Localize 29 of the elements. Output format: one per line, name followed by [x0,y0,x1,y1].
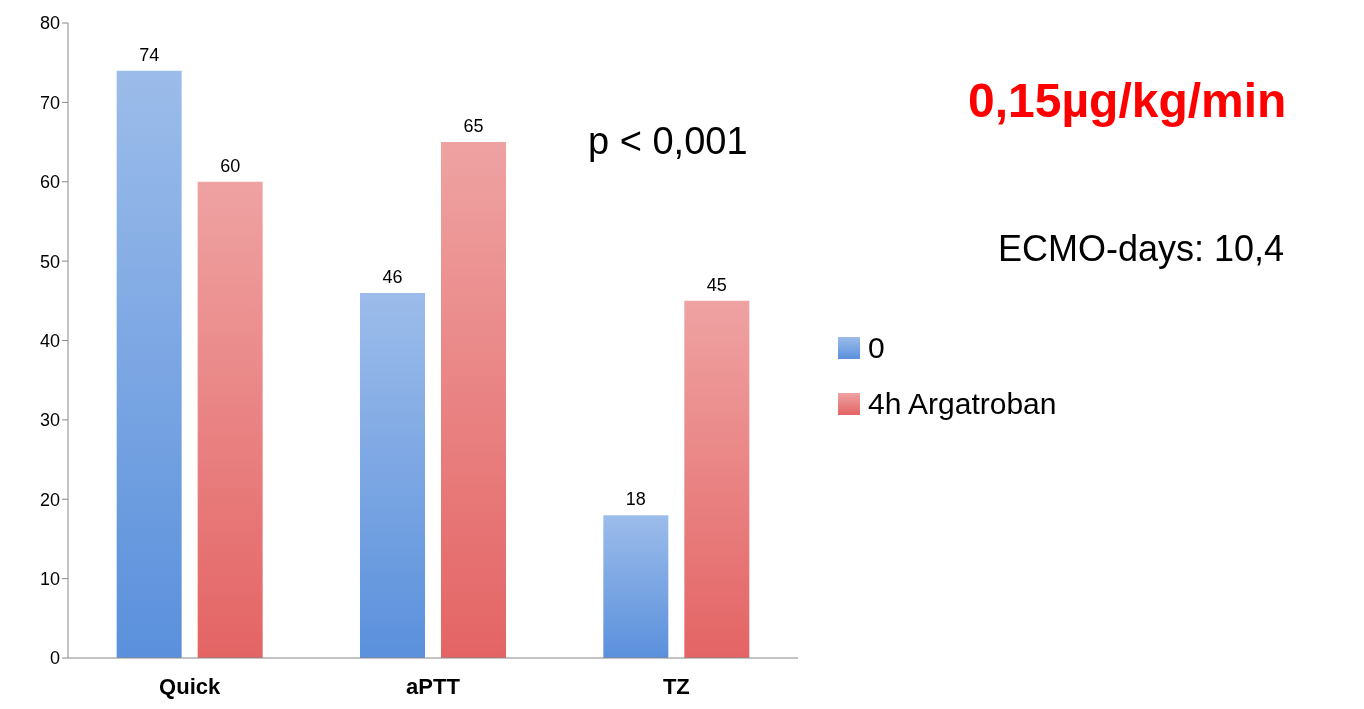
data-label: 45 [706,274,727,295]
x-tick-label: aPTT [406,673,461,699]
legend-label: 4h Argatroban [868,387,1057,421]
annotation: p < 0,001 [588,120,748,163]
data-label: 65 [463,116,484,137]
x-tick-label: Quick [159,673,221,699]
y-tick-label: 60 [39,172,60,193]
y-tick-label: 70 [39,92,60,113]
y-tick-label: 30 [39,410,60,431]
x-tick-label: TZ [662,673,690,699]
data-label: 60 [220,155,241,176]
y-tick-label: 50 [39,251,60,272]
data-label: 18 [625,489,646,510]
bar [116,70,182,658]
legend-label: 0 [868,331,885,365]
y-tick-label: 80 [39,13,60,34]
y-tick-label: 10 [39,569,60,590]
text: 0,15µg/kg/min [968,73,1287,128]
text: ECMO-days: 10,4 [998,228,1285,270]
bar [441,142,506,658]
data-label: 46 [382,266,403,287]
y-tick-label: 20 [39,489,60,510]
y-tick-label: 0 [49,648,60,669]
y-tick-label: 40 [39,330,60,351]
data-label: 74 [139,44,160,65]
bar [684,300,750,658]
bar [197,181,263,658]
bar [603,515,669,658]
bar [360,292,425,658]
